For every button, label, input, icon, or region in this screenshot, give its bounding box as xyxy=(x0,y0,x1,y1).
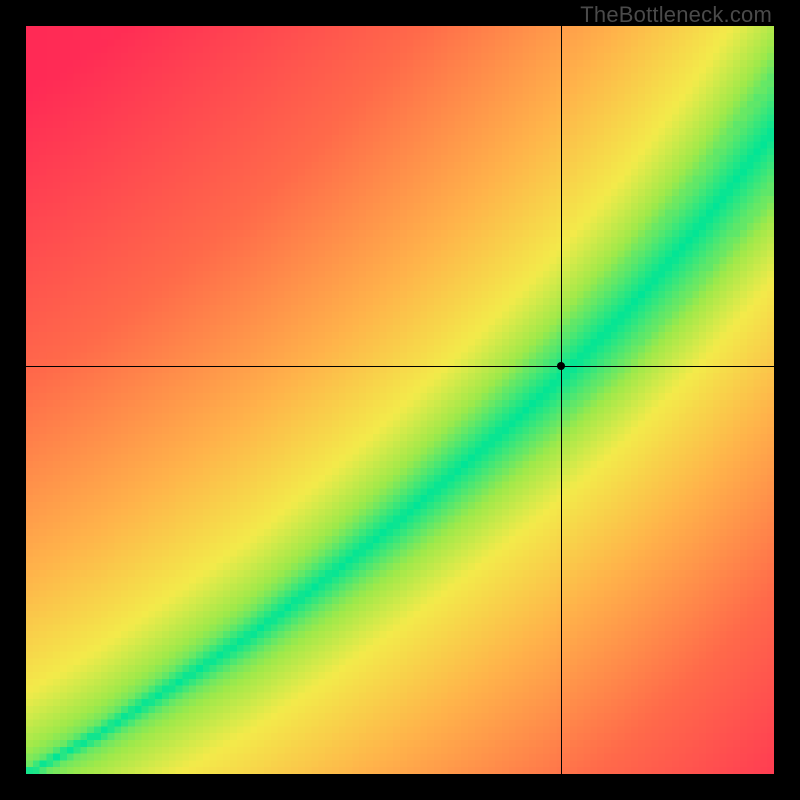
watermark-text: TheBottleneck.com xyxy=(580,2,772,28)
crosshair-horizontal xyxy=(26,366,774,367)
crosshair-vertical xyxy=(561,26,562,774)
crosshair-marker[interactable] xyxy=(557,362,565,370)
heatmap-canvas xyxy=(26,26,774,774)
heatmap-plot xyxy=(26,26,774,774)
